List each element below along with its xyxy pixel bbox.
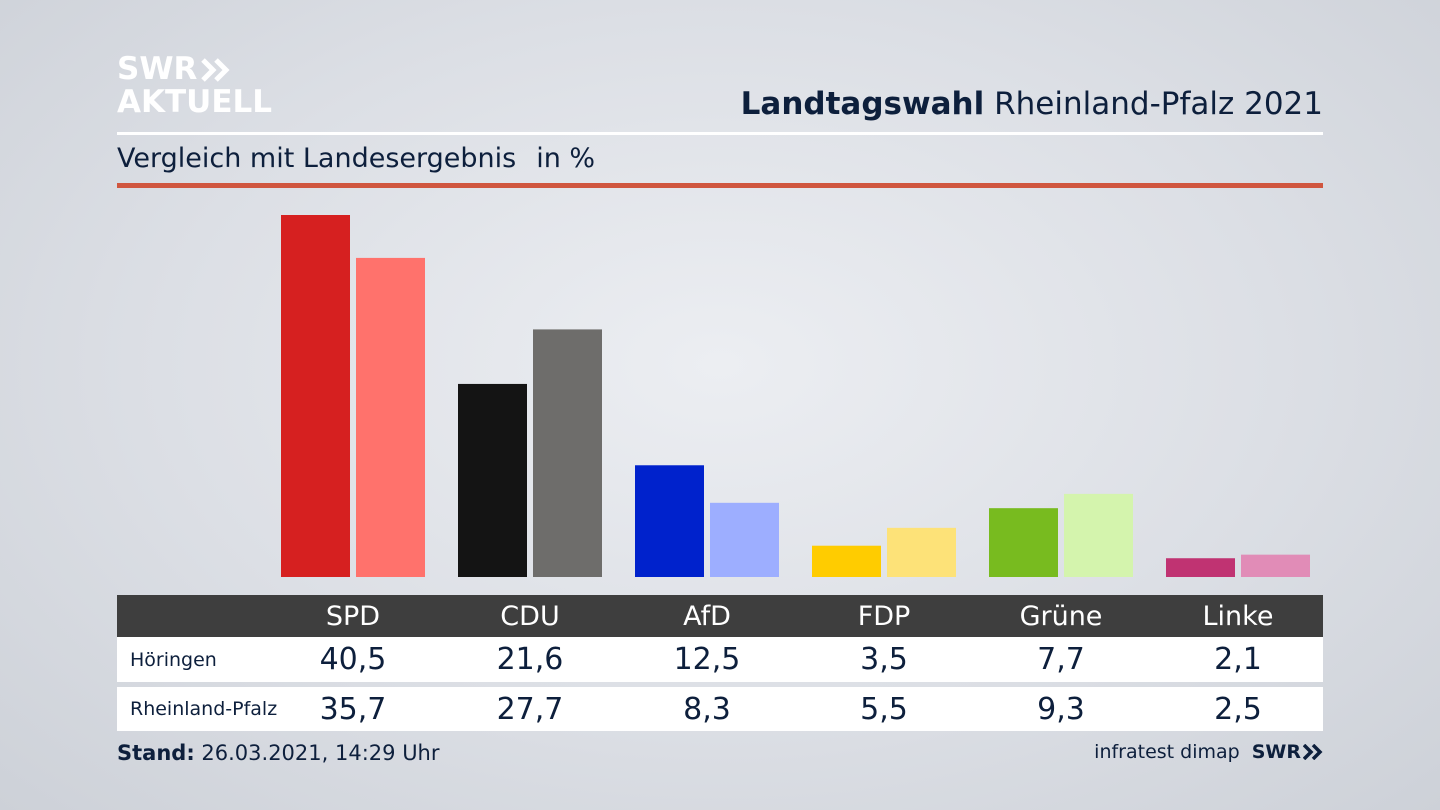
title-rest: Rheinland-Pfalz 2021 [994,86,1323,122]
value-cell: 35,7 [319,691,387,727]
bar-linke-local [1166,558,1235,577]
bar-cdu-local [458,383,527,577]
page-title: Landtagswahl Rheinland-Pfalz 2021 [741,86,1323,122]
stand-label: Stand: [117,741,195,765]
value-cell: 9,3 [1037,691,1085,727]
value-cell: 3,5 [860,642,908,677]
unit-text: in % [536,143,596,174]
row-label: Höringen [130,648,217,671]
subtitle: Vergleich mit Landesergebnis in % [117,143,595,174]
row-label: Rheinland-Pfalz [130,698,278,720]
title-bold: Landtagswahl [740,86,985,122]
table-row: Höringen 40,5 21,6 12,5 3,5 7,7 2,1 [117,637,1323,682]
chevron-double-right-icon [201,57,230,82]
brand-text: SWR [1251,741,1301,763]
party-header-fdp: FDP [857,600,911,632]
subtitle-divider [117,183,1323,188]
title-divider [117,132,1323,135]
bar-grne-state [1064,493,1133,577]
value-cell: 8,3 [683,691,731,727]
table-header: SPD CDU AfD FDP Grüne Linke [117,595,1323,637]
value-cell: 21,6 [496,642,564,677]
bar-chart [281,215,1310,577]
value-cell: 7,7 [1037,642,1085,677]
timestamp: Stand: 26.03.2021, 14:29 Uhr [117,741,440,765]
value-cell: 2,1 [1214,642,1262,677]
source-credit: infratest dimap SWR [1094,741,1323,763]
value-cell: 2,5 [1214,691,1262,727]
party-header-spd: SPD [325,600,381,632]
value-cell: 5,5 [860,691,908,727]
bar-fdp-local [812,545,881,577]
bar-fdp-state [887,527,956,577]
party-header-cdu: CDU [500,600,560,632]
party-header-linke: Linke [1202,600,1274,632]
party-header-afd: AfD [683,600,731,632]
bar-linke-state [1241,554,1310,577]
stand-value: 26.03.2021, 14:29 Uhr [201,741,440,765]
bar-spd-local [281,215,350,577]
results-table: SPD CDU AfD FDP Grüne Linke Höringen 40,5 21,6 1… [117,595,1323,731]
logo-swr-text: SWR [117,51,198,87]
chevron-double-right-icon [1303,744,1323,760]
bar-afd-state [710,502,779,577]
value-cell: 40,5 [319,642,387,677]
bar-grne-local [989,508,1058,577]
source-text: infratest dimap [1094,741,1240,763]
logo-aktuell-text: AKTUELL [117,84,273,120]
table-row: Rheinland-Pfalz 35,7 27,7 8,3 5,5 9,3 2,5 [117,687,1323,731]
bar-afd-local [635,465,704,577]
bar-spd-state [356,257,425,577]
party-header-grne: Grüne [1019,600,1103,632]
bar-cdu-state [533,329,602,577]
value-cell: 12,5 [673,642,741,677]
value-cell: 27,7 [496,691,564,727]
swr-aktuell-logo: SWR AKTUELL [117,54,272,118]
swr-brand: SWR [1252,741,1323,763]
table-body: Höringen 40,5 21,6 12,5 3,5 7,7 2,1 Rheinland-P… [117,637,1323,731]
subtitle-text: Vergleich mit Landesergebnis [117,143,517,174]
